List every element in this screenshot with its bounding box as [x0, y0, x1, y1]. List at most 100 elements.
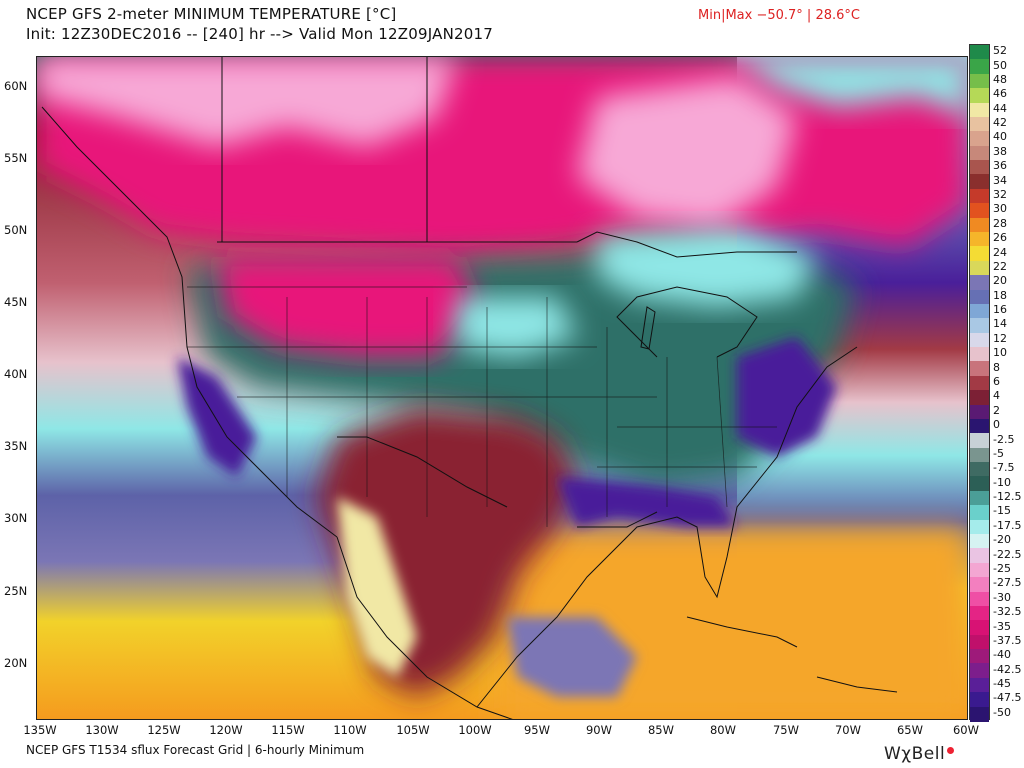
lon-label: 105W [396, 723, 430, 737]
legend-swatch [970, 476, 989, 492]
legend-swatch [970, 116, 989, 132]
legend-swatch [970, 562, 989, 578]
legend-swatch [970, 404, 989, 420]
lat-label: 50N [4, 223, 28, 237]
legend-swatch [970, 102, 989, 118]
legend-swatch [970, 347, 989, 362]
footer-source: NCEP GFS T1534 sflux Forecast Grid | 6-h… [26, 743, 365, 757]
lat-label: 30N [4, 511, 28, 525]
legend-label: 50 [993, 58, 1007, 72]
lon-label: 120W [209, 723, 243, 737]
legend-label: 16 [993, 303, 1007, 317]
legend-label: 32 [993, 188, 1007, 202]
wxbell-logo: WχBell [884, 744, 955, 764]
temperature-color-legend [969, 44, 990, 722]
legend-label: -40 [993, 648, 1011, 662]
title-line-2: Init: 12Z30DEC2016 -- [240] hr --> Valid… [26, 25, 493, 43]
legend-label: 38 [993, 144, 1007, 158]
legend-label: 18 [993, 288, 1007, 302]
legend-label: 40 [993, 130, 1007, 144]
lon-label: 85W [647, 723, 675, 737]
lat-label: 20N [4, 656, 28, 670]
legend-swatch [970, 203, 989, 219]
legend-swatch [970, 505, 989, 521]
legend-label: -7.5 [993, 461, 1015, 475]
legend-label: 12 [993, 331, 1007, 345]
legend-swatch [970, 174, 989, 190]
legend-label: -17.5 [993, 518, 1022, 532]
temperature-map [36, 56, 968, 720]
lon-label: 65W [896, 723, 924, 737]
legend-swatch [970, 131, 989, 147]
state-borders [187, 286, 777, 527]
legend-swatch [970, 145, 989, 161]
legend-label: 26 [993, 231, 1007, 245]
legend-label: 10 [993, 346, 1007, 360]
legend-label: -15 [993, 504, 1011, 518]
legend-swatch [970, 88, 989, 104]
legend-label: 6 [993, 375, 1000, 388]
legend-swatch [970, 418, 989, 434]
legend-swatch [970, 634, 989, 650]
temperature-map-canvas [37, 57, 967, 719]
legend-label: 28 [993, 216, 1007, 230]
legend-label: -30 [993, 590, 1011, 604]
lon-label: 125W [147, 723, 181, 737]
min-max-readout: Min|Max −50.7° | 28.6°C [698, 8, 860, 23]
legend-label: 34 [993, 173, 1007, 187]
legend-swatch [970, 188, 989, 204]
legend-label: 44 [993, 101, 1007, 115]
lon-label: 95W [523, 723, 551, 737]
legend-swatch [970, 73, 989, 89]
legend-label: 2 [993, 403, 1000, 417]
legend-label: 8 [993, 360, 1000, 374]
legend-label: 46 [993, 87, 1007, 101]
legend-swatch [970, 577, 989, 593]
lon-label: 130W [85, 723, 119, 737]
lon-label: 115W [271, 723, 305, 737]
legend-swatch [970, 303, 989, 319]
lat-label: 55N [4, 151, 28, 165]
legend-label: -47.5 [993, 691, 1022, 705]
legend-swatch [970, 519, 989, 535]
lat-label: 35N [4, 439, 28, 453]
title-line-1: NCEP GFS 2-meter MINIMUM TEMPERATURE [°C… [26, 5, 397, 23]
legend-swatch [970, 361, 989, 377]
legend-swatch [970, 620, 989, 636]
legend-label: 0 [993, 418, 1000, 432]
legend-swatch [970, 275, 989, 291]
lon-label: 70W [834, 723, 862, 737]
legend-swatch [970, 706, 989, 722]
legend-swatch [970, 332, 989, 348]
legend-swatch [970, 375, 989, 391]
legend-swatch [970, 318, 989, 334]
legend-swatch [970, 447, 989, 463]
legend-label: 48 [993, 72, 1007, 86]
legend-swatch [970, 462, 989, 478]
legend-swatch [970, 59, 989, 75]
lon-label: 110W [333, 723, 367, 737]
logo-text: WχBell [884, 744, 946, 764]
southern-us-mexico-warm-region [177, 337, 837, 697]
legend-label: 20 [993, 274, 1007, 288]
legend-label: 30 [993, 202, 1007, 216]
legend-swatch [970, 605, 989, 621]
legend-label: -10 [993, 475, 1011, 489]
legend-swatch [970, 677, 989, 693]
legend-swatch [970, 692, 989, 708]
map-title: NCEP GFS 2-meter MINIMUM TEMPERATURE [°C… [26, 4, 493, 44]
legend-label: -50 [993, 705, 1011, 719]
legend-swatch [970, 649, 989, 665]
legend-label: 24 [993, 245, 1007, 259]
coastlines-and-borders [41, 57, 898, 719]
legend-swatch [970, 390, 989, 406]
legend-label: -2.5 [993, 432, 1015, 446]
legend-label: -25 [993, 561, 1011, 575]
legend-label: -35 [993, 619, 1011, 633]
legend-label: 42 [993, 116, 1007, 130]
lat-label: 45N [4, 295, 28, 309]
legend-label: -20 [993, 533, 1011, 547]
logo-dot-icon [947, 747, 955, 754]
lat-label: 25N [4, 584, 28, 598]
legend-swatch [970, 160, 989, 176]
